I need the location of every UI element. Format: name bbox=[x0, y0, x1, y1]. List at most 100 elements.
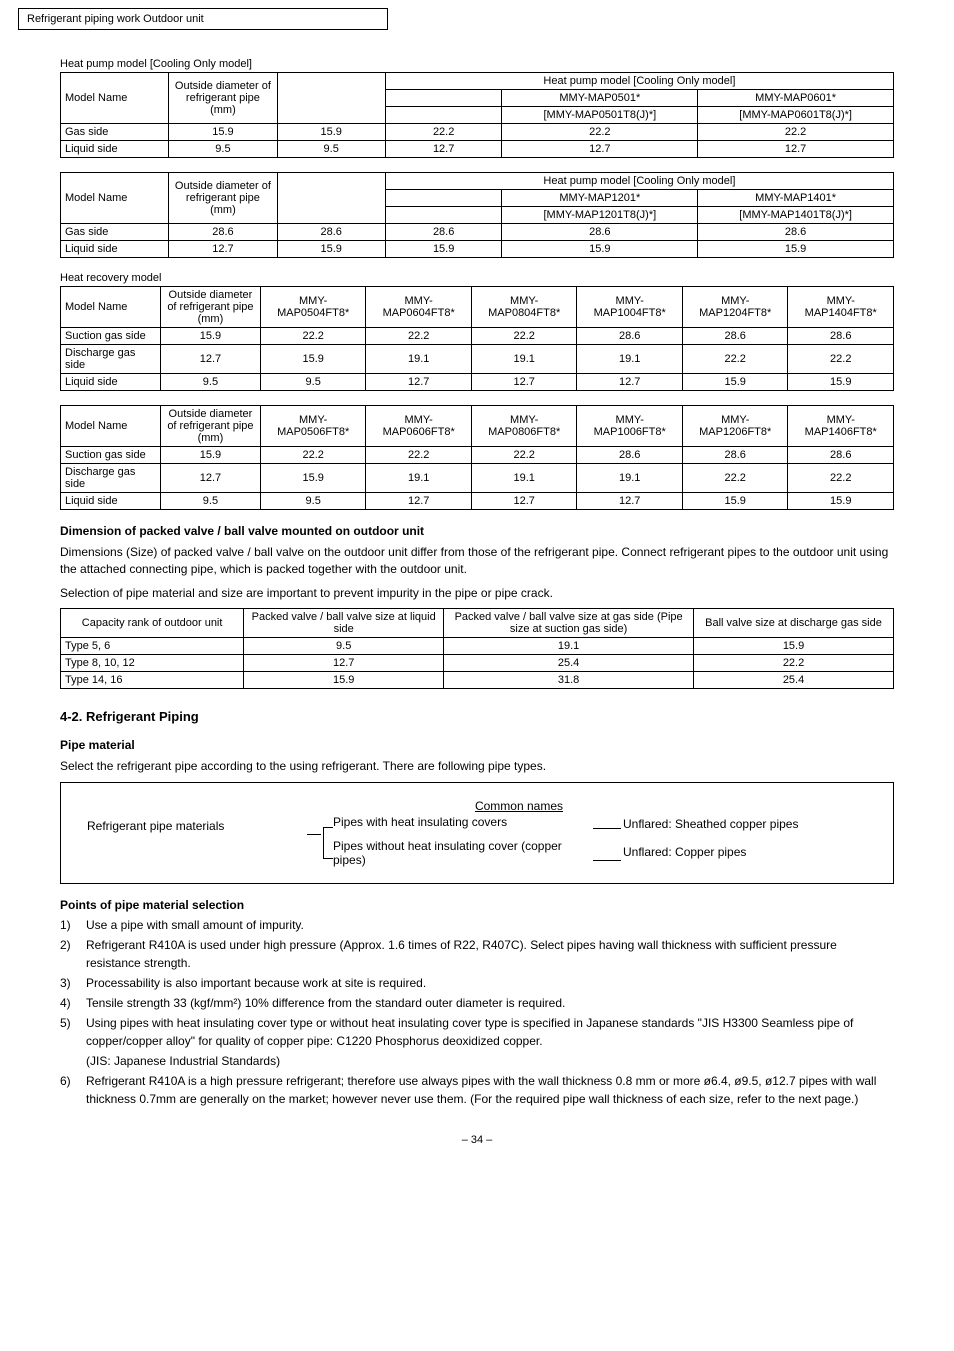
cell: Packed valve / ball valve size at gas si… bbox=[444, 609, 694, 638]
leaf2-label: Unflared: Copper pipes bbox=[623, 845, 867, 859]
cell: 15.9 bbox=[244, 672, 444, 689]
connector-line-icon bbox=[307, 834, 321, 835]
cell: 19.1 bbox=[577, 464, 683, 493]
connector-line-icon bbox=[593, 860, 621, 861]
table4: Model Name Outside diameter of refrigera… bbox=[60, 405, 894, 510]
cell: 15.9 bbox=[160, 447, 260, 464]
cell: MMY-MAP0501* bbox=[502, 90, 698, 107]
cell: MMY-MAP1006FT8* bbox=[577, 406, 683, 447]
cell: MMY-MAP1404FT8* bbox=[788, 287, 894, 328]
table2-wrap: Model Name Outside diameter of refrigera… bbox=[60, 172, 894, 258]
item-text: Use a pipe with small amount of impurity… bbox=[86, 916, 304, 934]
cell: Suction gas side bbox=[61, 328, 161, 345]
cell: 15.9 bbox=[160, 328, 260, 345]
cell: 12.7 bbox=[577, 493, 683, 510]
table3-caption: Heat recovery model bbox=[60, 272, 894, 284]
item-num bbox=[60, 1052, 86, 1070]
cell: 22.2 bbox=[694, 655, 894, 672]
pipe-material-diagram: Refrigerant pipe materials Common names … bbox=[60, 782, 894, 884]
cell: 15.9 bbox=[169, 124, 277, 141]
cell: [MMY-MAP0501T8(J)*] bbox=[502, 107, 698, 124]
cell: 15.9 bbox=[502, 241, 698, 258]
list-item: 6) Refrigerant R410A is a high pressure … bbox=[60, 1072, 894, 1108]
cell: 22.2 bbox=[682, 345, 788, 374]
packed-valve-title: Dimension of packed valve / ball valve m… bbox=[60, 524, 894, 538]
cell: 22.2 bbox=[788, 464, 894, 493]
cell: 15.9 bbox=[682, 493, 788, 510]
pipe-material-title: Pipe material bbox=[60, 738, 894, 752]
cell: Model Name bbox=[61, 406, 161, 447]
cell: MMY-MAP1201* bbox=[502, 190, 698, 207]
cell: 12.7 bbox=[160, 464, 260, 493]
cell: MMY-MAP0506FT8* bbox=[260, 406, 366, 447]
item-text: Processability is also important because… bbox=[86, 974, 426, 992]
cell: 12.7 bbox=[244, 655, 444, 672]
connector-tline-icon bbox=[323, 827, 333, 828]
cell: MMY-MAP1004FT8* bbox=[577, 287, 683, 328]
header-box: Refrigerant piping work Outdoor unit bbox=[18, 8, 388, 30]
cell: Liquid side bbox=[61, 374, 161, 391]
cell: Discharge gas side bbox=[61, 345, 161, 374]
cell: 22.2 bbox=[366, 447, 472, 464]
cell: 9.5 bbox=[169, 141, 277, 158]
pipe-material-para: Select the refrigerant pipe according to… bbox=[60, 758, 894, 775]
cell: MMY-MAP1406FT8* bbox=[788, 406, 894, 447]
cell: Suction gas side bbox=[61, 447, 161, 464]
table-row: Type 8, 10, 12 12.7 25.4 22.2 bbox=[61, 655, 894, 672]
cell: 28.6 bbox=[682, 447, 788, 464]
section-2-num: 4-2. bbox=[60, 709, 82, 724]
cell: 9.5 bbox=[277, 141, 385, 158]
item-text: Refrigerant R410A is used under high pre… bbox=[86, 936, 894, 972]
cell-od-label: Outside diameter of refrigerant pipe (mm… bbox=[169, 73, 277, 124]
cell: 22.2 bbox=[471, 447, 577, 464]
cell-hp-label: Heat pump model [Cooling Only model] bbox=[385, 73, 893, 90]
cell: 12.7 bbox=[385, 141, 502, 158]
cell: Type 5, 6 bbox=[61, 638, 244, 655]
item-text: Tensile strength 33 (kgf/mm²) 10% differ… bbox=[86, 994, 565, 1012]
cell: 22.2 bbox=[698, 124, 894, 141]
cell: MMY-MAP0606FT8* bbox=[366, 406, 472, 447]
page-footer: – 34 – bbox=[60, 1134, 894, 1146]
cell bbox=[385, 190, 502, 207]
item-num: 6) bbox=[60, 1072, 86, 1108]
connector-tline-icon bbox=[323, 858, 333, 859]
table-row: Liquid side 9.5 9.5 12.7 12.7 12.7 15.9 … bbox=[61, 493, 894, 510]
cell bbox=[385, 207, 502, 224]
cell: 25.4 bbox=[444, 655, 694, 672]
list-item: 4) Tensile strength 33 (kgf/mm²) 10% dif… bbox=[60, 994, 894, 1012]
item-text: Using pipes with heat insulating cover t… bbox=[86, 1014, 894, 1050]
item-text: Refrigerant R410A is a high pressure ref… bbox=[86, 1072, 894, 1108]
cell: 15.9 bbox=[788, 493, 894, 510]
connector-vline-icon bbox=[323, 827, 324, 859]
cell: 19.1 bbox=[366, 464, 472, 493]
table-row: Suction gas side 15.9 22.2 22.2 22.2 28.… bbox=[61, 447, 894, 464]
cell: 28.6 bbox=[577, 447, 683, 464]
cell: MMY-MAP0806FT8* bbox=[471, 406, 577, 447]
table1-wrap: Model Name Outside diameter of refrigera… bbox=[60, 72, 894, 158]
cell: [MMY-MAP1401T8(J)*] bbox=[698, 207, 894, 224]
table-row: Discharge gas side 12.7 15.9 19.1 19.1 1… bbox=[61, 464, 894, 493]
page-content: Heat pump model [Cooling Only model] Mod… bbox=[0, 30, 954, 1186]
cell: 28.6 bbox=[277, 224, 385, 241]
cell: 15.9 bbox=[698, 241, 894, 258]
cell: Heat pump model [Cooling Only model] bbox=[385, 173, 893, 190]
cell: 15.9 bbox=[277, 241, 385, 258]
cell-blank bbox=[277, 73, 385, 124]
cell: Outside diameter of refrigerant pipe (mm… bbox=[160, 287, 260, 328]
cell: 12.7 bbox=[698, 141, 894, 158]
cell: Liquid side bbox=[61, 493, 161, 510]
cell: 9.5 bbox=[260, 493, 366, 510]
table3-wrap: Model Name Outside diameter of refrigera… bbox=[60, 286, 894, 391]
points-list: 1) Use a pipe with small amount of impur… bbox=[60, 916, 894, 1108]
cell: 12.7 bbox=[366, 493, 472, 510]
table-row: Discharge gas side 12.7 15.9 19.1 19.1 1… bbox=[61, 345, 894, 374]
table-row: Liquid side 9.5 9.5 12.7 12.7 12.7 15.9 … bbox=[61, 374, 894, 391]
cell: MMY-MAP0604FT8* bbox=[366, 287, 472, 328]
cell: MMY-MAP1206FT8* bbox=[682, 406, 788, 447]
leaf1-label: Unflared: Sheathed copper pipes bbox=[623, 817, 867, 831]
cell: MMY-MAP0504FT8* bbox=[260, 287, 366, 328]
cell: 22.2 bbox=[366, 328, 472, 345]
cell: 9.5 bbox=[244, 638, 444, 655]
cell: 28.6 bbox=[502, 224, 698, 241]
cell: 28.6 bbox=[698, 224, 894, 241]
